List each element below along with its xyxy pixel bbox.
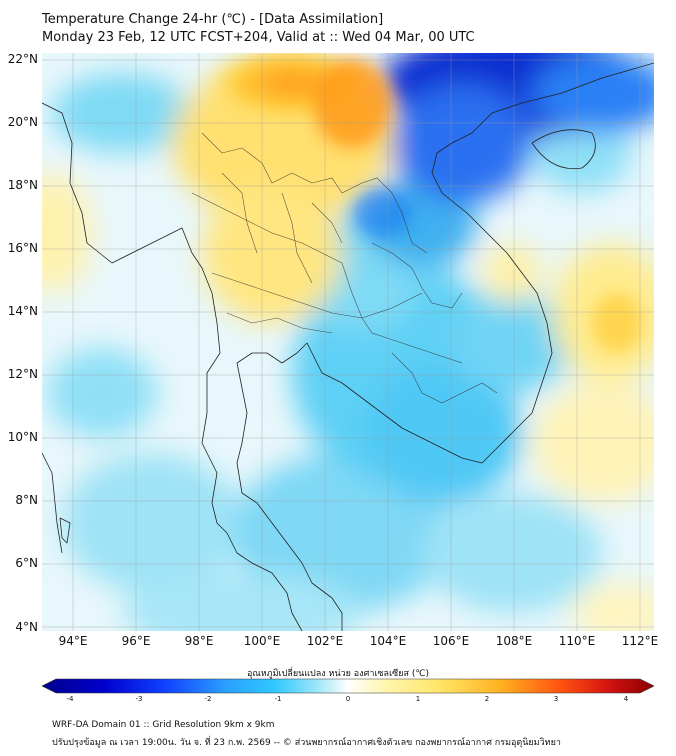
colorbar-tick-neg2: -2: [204, 695, 212, 703]
lon-label-98: 98°E: [184, 634, 214, 648]
graticule: [42, 53, 654, 631]
colorbar-tick-4: 4: [623, 695, 629, 703]
temperature-change-map: [42, 53, 654, 631]
colorbar-gradient: [42, 678, 654, 694]
lat-label-14: 14°N: [7, 304, 38, 318]
lon-label-110: 110°E: [558, 634, 596, 648]
footer-update-info: ปรับปรุงข้อมูล ณ เวลา 19:00น. วัน จ. ที่…: [52, 738, 561, 748]
lon-label-102: 102°E: [306, 634, 344, 648]
lon-label-106: 106°E: [432, 634, 470, 648]
map-title: Temperature Change 24-hr (℃) - [Data Ass…: [42, 12, 384, 27]
footer-model-info: WRF-DA Domain 01 :: Grid Resolution 9km …: [52, 720, 275, 730]
lat-label-10: 10°N: [7, 430, 38, 444]
lat-label-8: 8°N: [15, 493, 38, 507]
lon-label-104: 104°E: [369, 634, 407, 648]
lon-label-112: 112°E: [621, 634, 659, 648]
colorbar-tick-neg4: -4: [66, 695, 74, 703]
colorbar-tick-2: 2: [484, 695, 490, 703]
lat-label-4: 4°N: [15, 620, 38, 634]
colorbar-tick-neg3: -3: [135, 695, 143, 703]
lat-label-20: 20°N: [7, 115, 38, 129]
colorbar-tick-1: 1: [415, 695, 421, 703]
lat-label-18: 18°N: [7, 178, 38, 192]
colorbar: [42, 678, 654, 694]
admin-borders: [191, 132, 498, 404]
lat-label-22: 22°N: [7, 52, 38, 66]
lat-label-16: 16°N: [7, 241, 38, 255]
colorbar-tick-3: 3: [553, 695, 559, 703]
map-subtitle: Monday 23 Feb, 12 UTC FCST+204, Valid at…: [42, 30, 475, 45]
lon-label-108: 108°E: [495, 634, 533, 648]
coastlines: [42, 62, 654, 631]
lon-label-94: 94°E: [58, 634, 88, 648]
map-canvas: [42, 53, 654, 631]
colorbar-title: อุณหภูมิเปลี่ยนแปลง หน่วย องศาเซลเซียส (…: [246, 669, 430, 679]
colorbar-tick-0: 0: [345, 695, 351, 703]
lat-label-6: 6°N: [15, 556, 38, 570]
lon-label-100: 100°E: [243, 634, 281, 648]
lon-label-96: 96°E: [121, 634, 151, 648]
colorbar-tick-neg1: -1: [274, 695, 282, 703]
lat-label-12: 12°N: [7, 367, 38, 381]
